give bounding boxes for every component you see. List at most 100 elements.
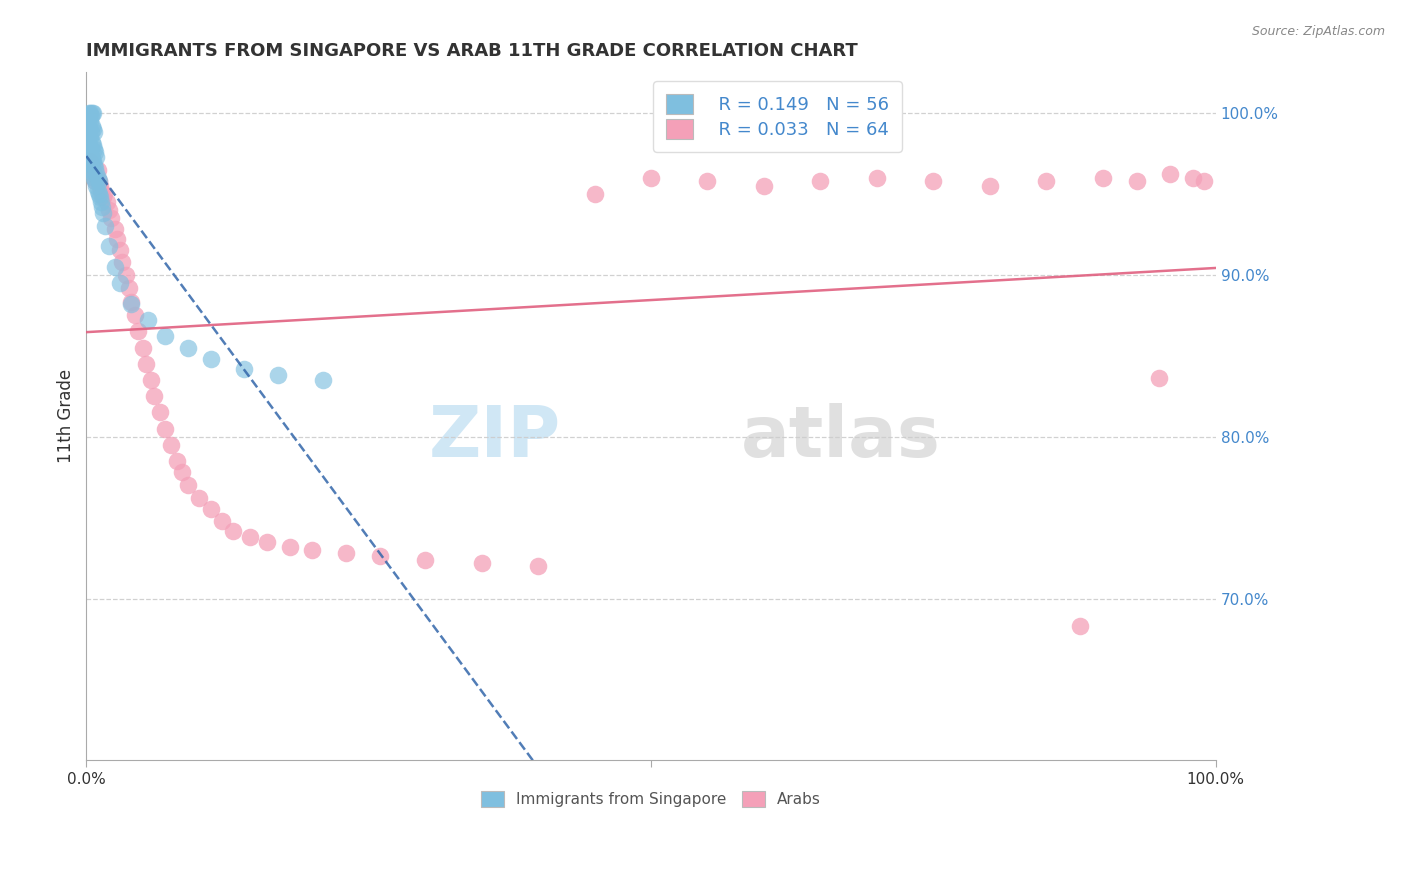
Point [91, 200, 114, 214]
Point [82, 106, 104, 120]
Point [82, 154, 104, 169]
Point [267, 368, 290, 383]
Point [86, 150, 108, 164]
Point [86, 170, 108, 185]
Point [155, 421, 177, 435]
Point [200, 351, 222, 366]
Point [76, 146, 98, 161]
Point [82, 168, 104, 182]
Point [413, 552, 436, 566]
Point [335, 546, 357, 560]
Point [138, 313, 160, 327]
Point [256, 534, 278, 549]
Point [188, 491, 211, 505]
Point [866, 170, 889, 185]
Text: atlas: atlas [741, 402, 941, 472]
Point [83, 141, 105, 155]
Point [82, 138, 104, 153]
Legend: Immigrants from Singapore, Arabs: Immigrants from Singapore, Arabs [474, 783, 828, 814]
Point [86, 166, 108, 180]
Point [166, 454, 188, 468]
Point [96, 194, 118, 209]
Point [172, 465, 194, 479]
Point [149, 405, 172, 419]
Point [79, 154, 101, 169]
Point [91, 190, 114, 204]
Point [90, 184, 112, 198]
Point [696, 174, 718, 188]
Point [368, 549, 391, 564]
Point [127, 325, 149, 339]
Point [97, 202, 120, 217]
Point [640, 170, 662, 185]
Point [84, 161, 107, 175]
Point [84, 174, 107, 188]
Point [135, 357, 157, 371]
Point [77, 106, 100, 120]
Point [922, 174, 945, 188]
Point [1091, 170, 1114, 185]
Point [79, 154, 101, 169]
Point [86, 178, 108, 193]
Point [77, 138, 100, 153]
Point [1147, 371, 1170, 385]
Point [83, 170, 105, 185]
Point [979, 178, 1001, 193]
Point [87, 174, 110, 188]
Point [211, 514, 233, 528]
Point [84, 145, 107, 159]
Point [77, 154, 100, 169]
Point [80, 162, 103, 177]
Point [80, 141, 103, 155]
Point [103, 260, 125, 274]
Point [80, 151, 103, 165]
Point [79, 130, 101, 145]
Point [80, 109, 103, 123]
Point [143, 389, 166, 403]
Point [86, 184, 108, 198]
Text: Source: ZipAtlas.com: Source: ZipAtlas.com [1251, 25, 1385, 38]
Point [82, 122, 104, 136]
Point [108, 244, 131, 258]
Point [76, 114, 98, 128]
Point [155, 329, 177, 343]
Point [86, 162, 108, 177]
Point [84, 174, 107, 188]
Point [91, 206, 114, 220]
Point [118, 281, 141, 295]
Point [80, 158, 103, 172]
Point [86, 170, 108, 185]
Point [79, 146, 101, 161]
Point [527, 559, 550, 574]
Point [89, 190, 111, 204]
Point [312, 373, 335, 387]
Point [83, 125, 105, 139]
Point [80, 125, 103, 139]
Point [80, 106, 103, 120]
Point [121, 297, 143, 311]
Point [77, 122, 100, 136]
Point [583, 186, 606, 201]
Text: ZIP: ZIP [429, 402, 561, 472]
Point [808, 174, 831, 188]
Point [1194, 174, 1216, 188]
Point [233, 361, 256, 376]
Point [301, 543, 323, 558]
Point [80, 162, 103, 177]
Point [200, 502, 222, 516]
Y-axis label: 11th Grade: 11th Grade [58, 369, 75, 464]
Point [83, 158, 105, 172]
Point [79, 106, 101, 120]
Point [132, 341, 155, 355]
Point [239, 530, 262, 544]
Point [87, 186, 110, 201]
Point [76, 130, 98, 145]
Point [114, 268, 136, 282]
Point [1159, 168, 1181, 182]
Point [1035, 174, 1057, 188]
Point [124, 308, 146, 322]
Point [1125, 174, 1147, 188]
Point [278, 540, 301, 554]
Point [177, 478, 200, 492]
Point [1182, 170, 1205, 185]
